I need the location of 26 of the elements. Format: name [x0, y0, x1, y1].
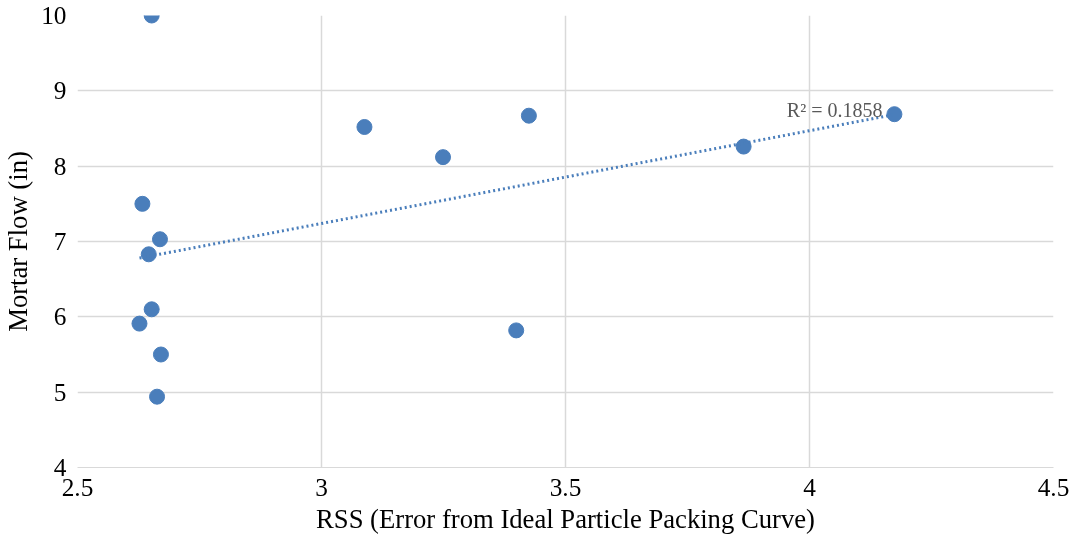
y-tick-label: 6 — [53, 302, 67, 331]
y-tick-label: 8 — [53, 151, 67, 180]
point — [735, 138, 752, 155]
y-tick-label: 7 — [53, 227, 67, 255]
x-tick-label: 3.5 — [549, 472, 582, 501]
annotation: R² = 0.1858 — [786, 98, 883, 121]
point — [143, 301, 160, 318]
x-tick-label: 4 — [803, 472, 817, 501]
point — [435, 149, 452, 166]
point — [886, 106, 903, 123]
point — [140, 246, 157, 263]
y-axis-title: Mortar Flow (in) — [3, 151, 34, 332]
y-tick-label: 10 — [41, 1, 67, 29]
point — [508, 322, 525, 339]
x-tick-label: 3 — [315, 472, 328, 501]
point — [520, 107, 537, 124]
point — [356, 119, 373, 135]
point — [151, 231, 168, 248]
x-tick-label: 4.5 — [1037, 472, 1070, 501]
point — [131, 315, 148, 332]
y-tick-label: 5 — [53, 377, 67, 406]
point — [134, 195, 151, 212]
y-tick-label: 9 — [53, 76, 67, 105]
point — [152, 346, 169, 363]
x-axis-title: RSS (Error from Ideal Particle Packing Curve) — [316, 503, 815, 534]
point — [149, 388, 166, 405]
